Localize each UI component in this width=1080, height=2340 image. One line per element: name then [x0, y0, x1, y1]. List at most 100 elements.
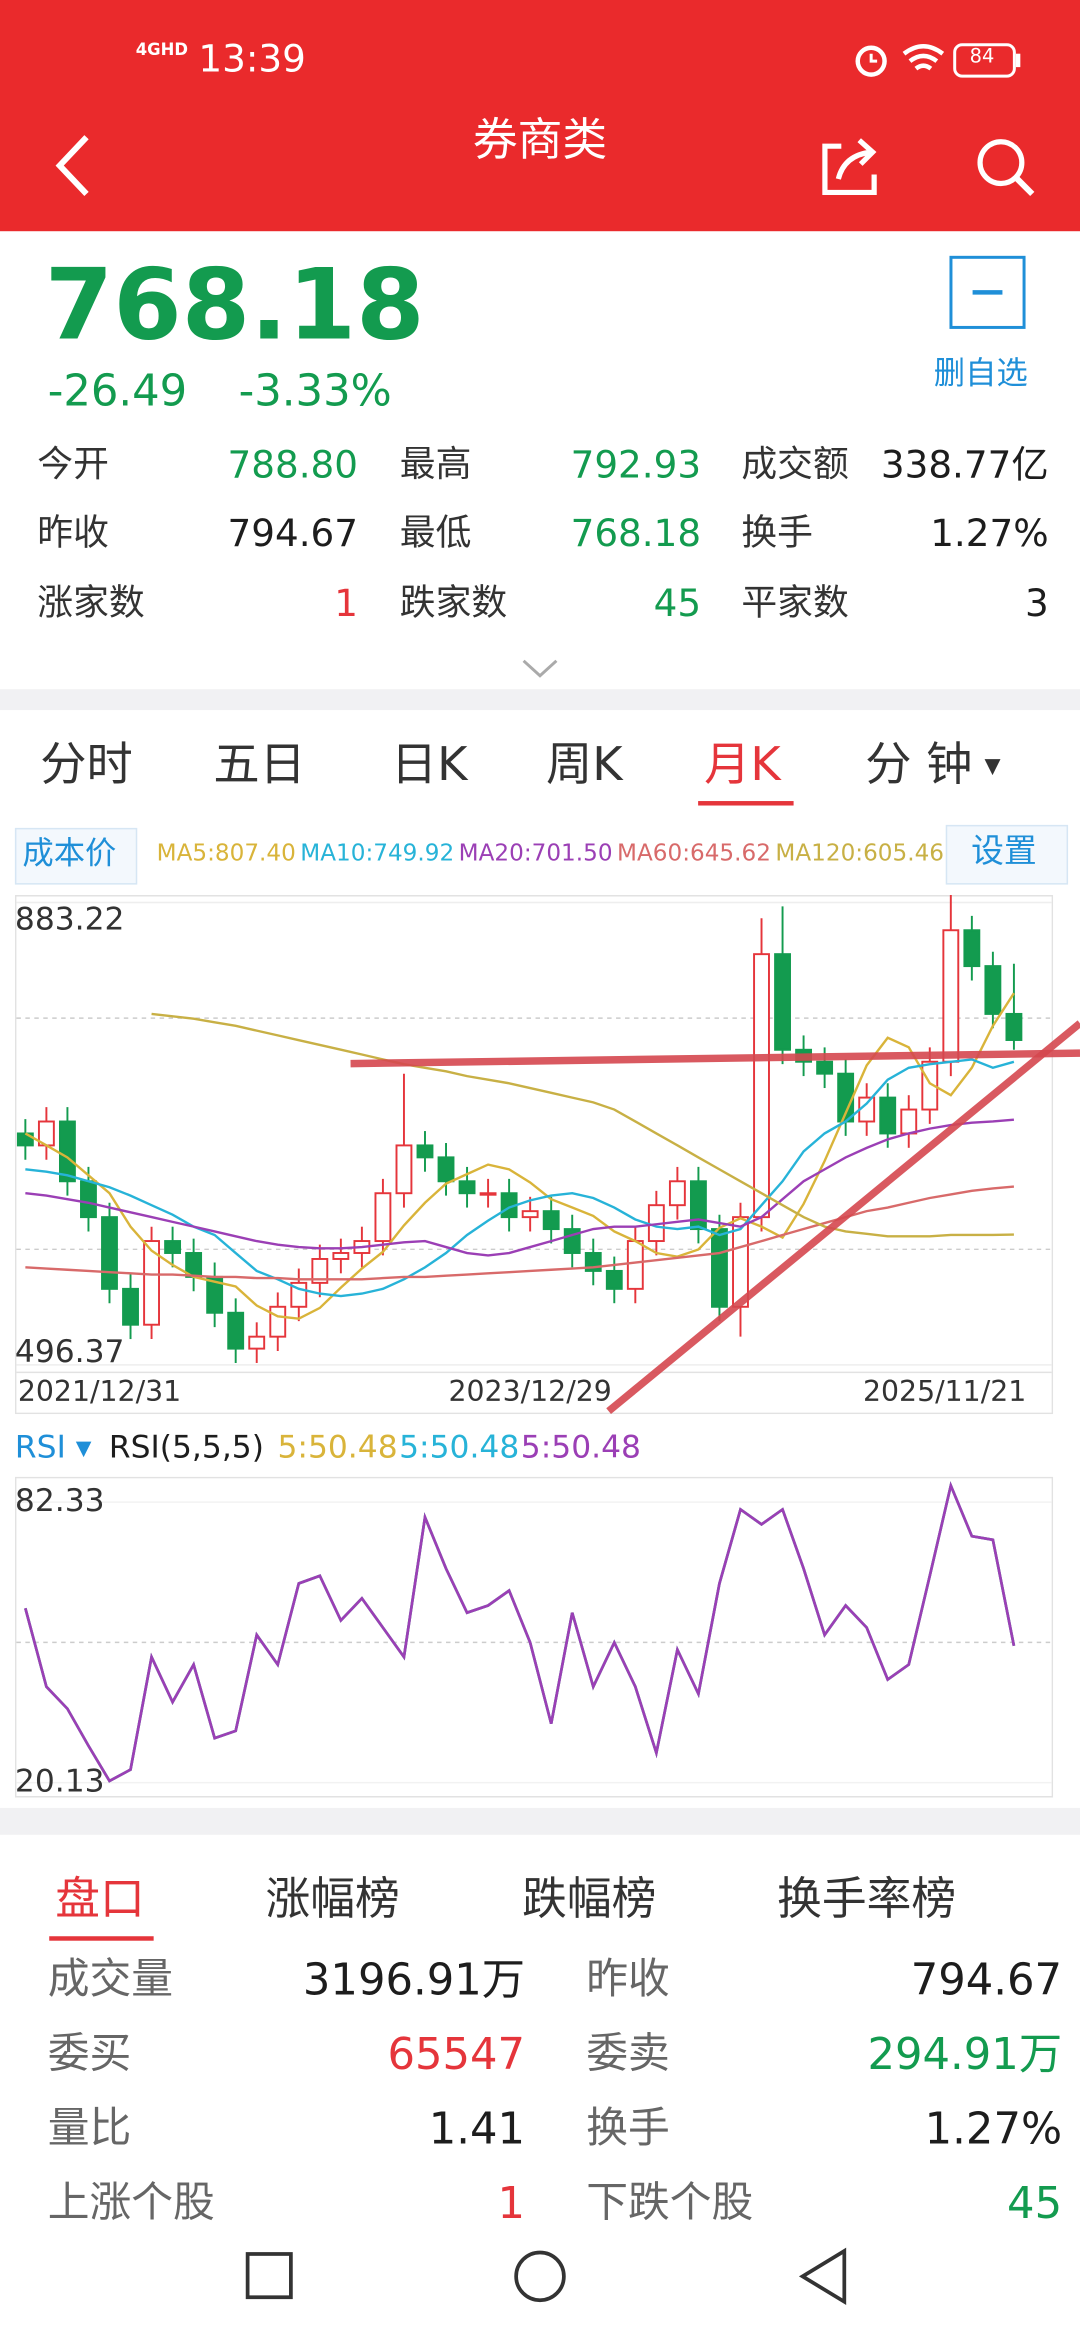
candle-body [248, 1335, 266, 1350]
nav-home[interactable] [514, 2250, 566, 2303]
chart-frame [14, 1476, 1054, 1798]
separator [0, 1807, 1080, 1835]
candle-body [668, 1180, 686, 1207]
table-label: 换手 [586, 2103, 670, 2153]
search-button[interactable] [973, 134, 1039, 200]
expand-chevron[interactable] [519, 656, 561, 680]
x-tick-label: 2021/12/31 [18, 1375, 181, 1408]
candle-body [984, 965, 1002, 1015]
candle-body [521, 1210, 539, 1219]
stat-label: 跌家数 [399, 581, 508, 624]
cost-button-bg[interactable] [14, 827, 138, 885]
stat-value: 45 [653, 581, 702, 626]
stat-label: 换手 [741, 511, 813, 554]
candle-body [542, 1210, 560, 1231]
candle-body [626, 1240, 644, 1290]
period-tab[interactable]: 五日 [213, 738, 306, 793]
price-change-pct: -3.33% [238, 365, 392, 417]
candle-body [227, 1311, 245, 1350]
stat-value: 794.67 [227, 511, 359, 555]
candle-body [605, 1269, 623, 1290]
stat-value: 338.77亿 [880, 443, 1049, 487]
candle-body [689, 1180, 707, 1231]
battery-level: 84 [969, 46, 995, 69]
stat-label: 今开 [37, 443, 109, 485]
rsi-selector[interactable]: RSI ▾ [14, 1429, 92, 1465]
table-value: 1.41 [428, 2103, 526, 2155]
rsi-line [24, 1481, 1016, 1783]
candle-body [774, 953, 791, 1051]
stat-value: 788.80 [227, 443, 359, 487]
x-tick-label: 2025/11/21 [863, 1375, 1026, 1408]
y-tick-label: 496.37 [15, 1334, 125, 1370]
candle-body [942, 929, 960, 1063]
cost-button[interactable]: 成本价 [22, 835, 117, 872]
table-value: 294.91万 [867, 2028, 1063, 2080]
dropdown-arrow[interactable]: ▼ [984, 754, 1001, 779]
header-bar [0, 0, 1080, 232]
bottom-tab[interactable]: 涨幅榜 [265, 1873, 400, 1926]
candle-body [58, 1120, 76, 1183]
ma-line [25, 1118, 1015, 1257]
period-tab[interactable]: 周K [545, 738, 623, 793]
x-tick-label: 2023/12/29 [449, 1375, 612, 1408]
table-value: 45 [1007, 2177, 1063, 2229]
period-tab[interactable]: 日K [390, 738, 468, 793]
share-button[interactable] [817, 134, 883, 200]
table-value: 3196.91万 [302, 1954, 526, 2005]
chart-frame [14, 895, 1054, 1415]
stat-value: 1 [334, 581, 359, 626]
bottom-tab[interactable]: 跌幅榜 [522, 1873, 657, 1926]
price-change: -26.49 [47, 365, 188, 417]
watch-toggle[interactable] [949, 255, 1027, 330]
ma-legend-entry: MA120:605.46 [775, 839, 945, 867]
candle-body [311, 1258, 329, 1284]
back-button[interactable] [45, 131, 105, 200]
last-price: 768.18 [44, 247, 425, 363]
candle-body [395, 1144, 413, 1195]
table-value: 1 [497, 2177, 526, 2229]
watch-label[interactable]: 删自选 [933, 355, 1028, 391]
rsi-legend-entry: 5:50.48 [399, 1429, 520, 1465]
candle-body [143, 1240, 160, 1326]
candlestick-chart: 496.37 883.22 2021/12/31 2023/12/29 2025/11/… [14, 895, 1054, 1415]
settings-button-bg[interactable] [945, 824, 1069, 885]
table-label: 委买 [47, 2028, 132, 2078]
page-title: 券商类 [472, 114, 608, 168]
settings-button[interactable]: 设置 [971, 833, 1037, 872]
table-value: 65547 [387, 2028, 526, 2080]
stat-label: 涨家数 [37, 581, 145, 624]
stat-label: 成交额 [741, 443, 849, 485]
candle-body [332, 1252, 350, 1260]
clock: 13:39 [198, 37, 306, 81]
y-tick-label: 82.33 [15, 1483, 105, 1519]
candle-body [963, 929, 981, 968]
stat-label: 平家数 [741, 581, 849, 624]
rsi-name[interactable]: RSI [14, 1429, 66, 1465]
stat-value: 1.27% [930, 511, 1049, 555]
rsi-line [24, 1481, 1016, 1783]
bottom-tab[interactable]: 换手率榜 [777, 1873, 957, 1926]
nav-recent[interactable] [245, 2252, 293, 2300]
period-tab[interactable]: 分 钟 [865, 738, 973, 793]
candle-body [164, 1240, 182, 1254]
period-tab[interactable]: 月K [704, 738, 781, 793]
period-tab[interactable]: 分时 [40, 738, 133, 793]
candle-body [879, 1096, 897, 1135]
rsi-chart: 20.13 82.33 [14, 1476, 1054, 1798]
candle-body [753, 953, 770, 1219]
nav-back[interactable] [798, 2247, 847, 2306]
candle-body [711, 1228, 728, 1308]
candle-body [479, 1192, 497, 1196]
table-value: 1.27% [924, 2103, 1063, 2155]
ma-legend-entry: MA60:645.62 [617, 839, 771, 867]
stat-label: 最低 [399, 511, 472, 554]
bottom-tab[interactable]: 盘口 [55, 1873, 145, 1926]
y-tick-label: 883.22 [15, 901, 125, 937]
candle-body [374, 1192, 392, 1243]
stat-label: 最高 [399, 443, 472, 485]
candle-body [458, 1180, 476, 1195]
candle-body [101, 1216, 118, 1290]
active-tab-underline [698, 801, 794, 806]
